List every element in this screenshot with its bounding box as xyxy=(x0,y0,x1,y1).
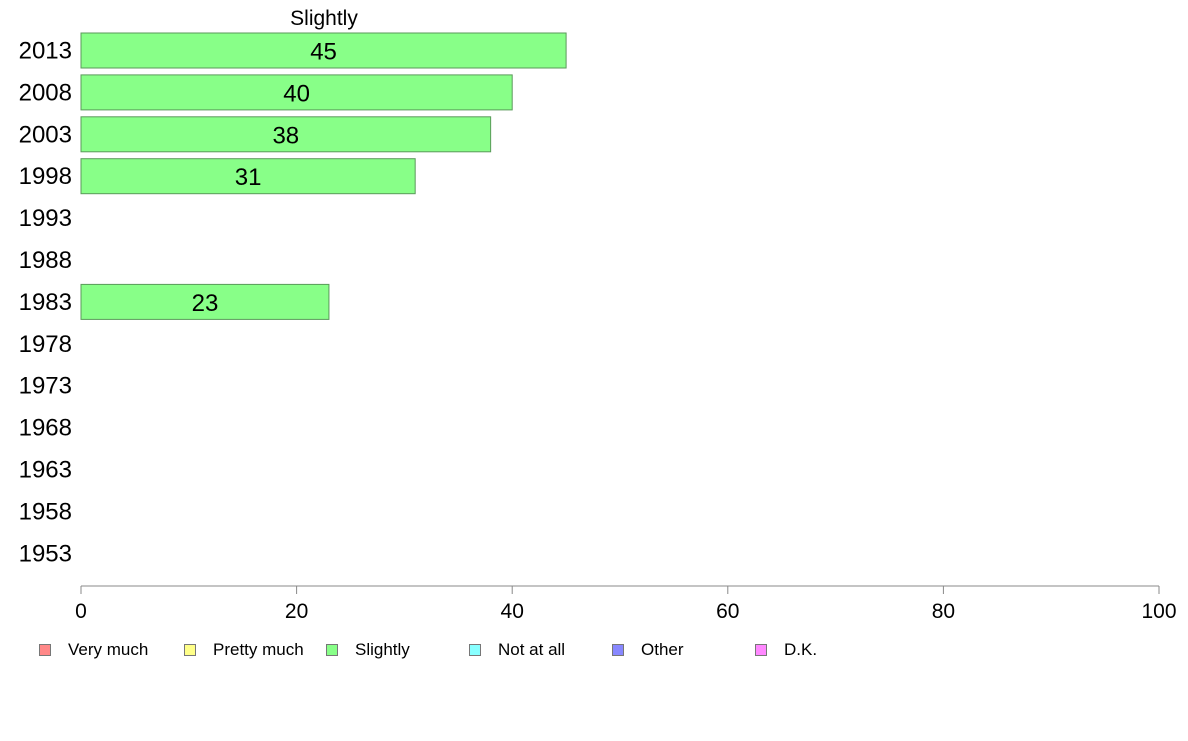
legend-label: Not at all xyxy=(498,640,566,659)
x-tick-label: 40 xyxy=(501,600,524,623)
bar xyxy=(80,116,492,153)
y-tick-label: 2003 xyxy=(19,121,72,148)
legend-swatch xyxy=(755,644,767,656)
chart-title: Slightly xyxy=(290,7,358,30)
legend-label: D.K. xyxy=(784,640,818,659)
y-axis-labels: 2013 2008 2003 1998 1993 1988 1983 1978 1973 1968… xyxy=(19,38,72,568)
y-tick-label: 1988 xyxy=(19,247,72,274)
y-tick-label: 1968 xyxy=(19,415,72,442)
bar xyxy=(80,74,513,111)
y-tick-label: 1983 xyxy=(19,289,72,316)
y-tick-label: 2008 xyxy=(19,79,72,106)
legend-swatch xyxy=(326,644,338,656)
bar-value-label: 38 xyxy=(272,122,299,149)
x-tick-label: 20 xyxy=(285,600,308,623)
bar xyxy=(80,32,567,69)
legend-swatch xyxy=(39,644,51,656)
y-tick-label: 1963 xyxy=(19,457,72,484)
x-tick-label: 60 xyxy=(716,600,739,623)
bar xyxy=(80,283,330,320)
y-tick-label: 1998 xyxy=(19,163,72,190)
bar xyxy=(80,158,416,195)
legend-label: Slightly xyxy=(355,640,410,659)
legend-label: Pretty much xyxy=(213,640,304,659)
legend-swatch xyxy=(612,644,624,656)
y-tick-label: 1958 xyxy=(19,498,72,525)
legend-item-dk: D.K. xyxy=(755,640,817,660)
legend-item-very-much: Very much xyxy=(39,640,148,660)
legend-item-pretty-much: Pretty much xyxy=(184,640,304,660)
bar-value-label: 40 xyxy=(283,80,310,107)
bar-value-label: 23 xyxy=(192,290,219,317)
bar-value-label: 31 xyxy=(235,164,262,191)
y-tick-label: 2013 xyxy=(19,38,72,65)
legend-swatch xyxy=(184,644,196,656)
x-tick-label: 80 xyxy=(932,600,955,623)
x-tick-label: 100 xyxy=(1141,600,1176,623)
legend-item-slightly: Slightly xyxy=(326,640,410,660)
legend-item-not-at-all: Not at all xyxy=(469,640,565,660)
y-tick-label: 1973 xyxy=(19,373,72,400)
y-tick-label: 1978 xyxy=(19,331,72,358)
legend-item-other: Other xyxy=(612,640,684,660)
x-tick-label: 0 xyxy=(75,600,87,623)
legend-label: Very much xyxy=(68,640,149,659)
legend-label: Other xyxy=(641,640,684,659)
y-tick-label: 1993 xyxy=(19,205,72,232)
bar-value-label: 45 xyxy=(310,39,337,66)
y-tick-label: 1953 xyxy=(19,540,72,567)
legend-swatch xyxy=(469,644,481,656)
x-axis: 0 20 40 60 80 100 xyxy=(75,585,1177,623)
